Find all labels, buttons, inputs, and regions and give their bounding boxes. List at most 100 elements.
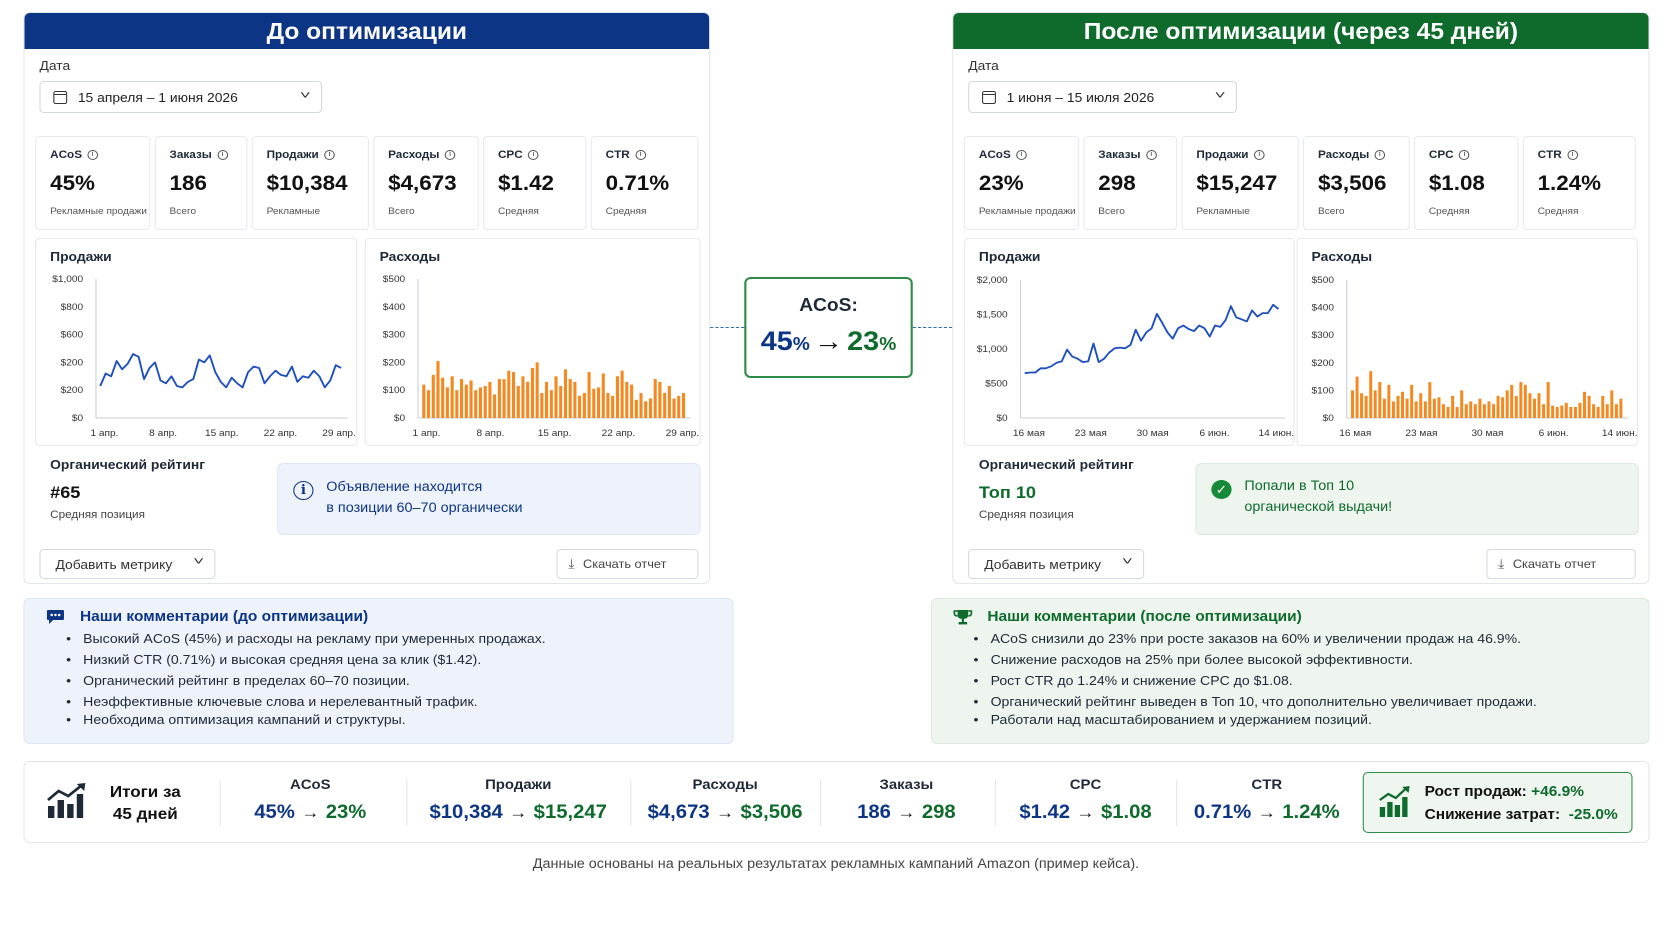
spend-bar bbox=[1391, 401, 1395, 418]
spend-bar bbox=[1473, 404, 1477, 418]
spend-bar bbox=[1432, 398, 1436, 418]
summary-col-spend: Расходы $4,673 → $3,506 bbox=[630, 776, 820, 824]
add-metric-button[interactable]: Добавить метрику ˅ bbox=[968, 549, 1145, 579]
growth-chart-icon bbox=[1379, 786, 1410, 817]
spend-bar bbox=[526, 381, 530, 418]
summary-title-line: 45 дней bbox=[112, 806, 178, 823]
spend-bar bbox=[1510, 384, 1514, 418]
spend-bar bbox=[1378, 382, 1382, 418]
info-icon[interactable]: i bbox=[1374, 150, 1386, 160]
spend-bar bbox=[474, 390, 478, 418]
before-date-select[interactable]: 15 апреля – 1 июня 2026 ˅ bbox=[39, 81, 323, 113]
kpi-sub: Всего bbox=[388, 206, 415, 217]
kpi-label: ACoS bbox=[978, 149, 1011, 161]
value-to: 298 bbox=[921, 802, 956, 823]
x-tick-label: 22 апр. bbox=[602, 428, 636, 439]
kpi-card-acos: ACoS i 23% Рекламные продажи bbox=[963, 136, 1080, 230]
spend-bar bbox=[1614, 404, 1618, 418]
trophy-icon bbox=[953, 610, 973, 625]
after-spend-chart: Расходы $500 $400 $300 $200 $100 $0 16 мая 23 м… bbox=[1296, 238, 1638, 446]
spend-bar bbox=[1478, 398, 1482, 418]
kpi-card-ctr: CTR i 0.71% Средняя bbox=[590, 136, 699, 230]
calendar-icon bbox=[982, 90, 996, 104]
info-icon[interactable]: i bbox=[444, 150, 456, 160]
after-date-label: Дата bbox=[968, 58, 999, 73]
arrow-right-icon: → bbox=[301, 803, 320, 822]
spend-bar bbox=[469, 380, 473, 418]
spend-bar bbox=[1441, 404, 1445, 418]
spend-bar bbox=[1373, 390, 1377, 418]
after-header: После оптимизации (через 45 дней) bbox=[953, 13, 1649, 49]
info-icon[interactable]: i bbox=[528, 150, 539, 160]
x-tick-label: 14 июн. bbox=[1259, 428, 1295, 439]
value-from: 186 bbox=[857, 802, 891, 823]
spend-bar bbox=[677, 395, 681, 418]
spend-bar bbox=[426, 390, 431, 418]
divider bbox=[406, 780, 408, 826]
arrow-right-icon: → bbox=[716, 803, 735, 822]
spend-bar bbox=[1487, 401, 1491, 418]
organic-title: Органический рейтинг bbox=[50, 457, 206, 472]
info-icon[interactable]: i bbox=[1145, 150, 1157, 160]
y-tick-label: $500 bbox=[383, 274, 406, 285]
spend-bar bbox=[1514, 395, 1518, 418]
after-date-select[interactable]: 1 июня – 15 июля 2026 ˅ bbox=[968, 81, 1237, 113]
summary-col-sales: Продажи $10,384 → $15,247 bbox=[406, 776, 630, 824]
calendar-icon bbox=[53, 90, 68, 104]
x-tick-label: 1 апр. bbox=[413, 428, 441, 439]
kpi-value: 45% bbox=[50, 172, 95, 195]
add-metric-button[interactable]: Добавить метрику ˅ bbox=[39, 549, 216, 579]
notice-line: Попали в Топ 10 bbox=[1244, 478, 1355, 493]
y-tick-label: $1,000 bbox=[52, 274, 83, 285]
spend-bar bbox=[441, 377, 445, 418]
kpi-value: 23% bbox=[978, 172, 1024, 195]
spend-bar bbox=[554, 376, 558, 418]
y-tick-label: $0 bbox=[996, 413, 1008, 424]
spend-bar bbox=[549, 390, 553, 418]
spend-bar bbox=[1410, 384, 1414, 418]
spend-bar bbox=[1601, 395, 1605, 418]
download-report-button[interactable]: ⤓ Скачать отчет bbox=[1486, 549, 1636, 579]
info-icon[interactable]: i bbox=[1458, 150, 1470, 160]
x-tick-label: 30 мая bbox=[1471, 428, 1503, 439]
before-panel: До оптимизации Дата 15 апреля – 1 июня 2… bbox=[23, 12, 711, 584]
before-sales-chart: Продажи $1,000 $800 $600 $200 $200 $0 1 апр. 8 … bbox=[35, 238, 358, 446]
chevron-down-icon: ˅ bbox=[299, 90, 311, 102]
acos-badge-label: ACoS: bbox=[799, 295, 858, 315]
spend-bar bbox=[672, 398, 676, 418]
download-icon: ⤓ bbox=[1498, 556, 1505, 571]
growth-value: +46.9% bbox=[1531, 784, 1584, 800]
spend-bar bbox=[606, 393, 610, 418]
info-icon[interactable]: i bbox=[635, 150, 646, 160]
x-tick-label: 16 мая bbox=[1013, 428, 1045, 439]
spend-bar bbox=[1492, 404, 1496, 418]
spend-bar bbox=[1387, 384, 1391, 418]
unit: % bbox=[792, 334, 810, 354]
info-icon[interactable]: i bbox=[324, 150, 335, 160]
spend-bar bbox=[502, 379, 506, 418]
download-report-button[interactable]: ⤓ Скачать отчет bbox=[556, 549, 699, 579]
info-icon[interactable]: i bbox=[87, 150, 99, 160]
info-icon[interactable]: i bbox=[1253, 150, 1265, 160]
spend-bar bbox=[1405, 398, 1409, 418]
kpi-sub: Средняя bbox=[497, 206, 539, 217]
info-icon[interactable]: i bbox=[1567, 150, 1578, 160]
spend-bar bbox=[563, 369, 568, 418]
kpi-card-spend: Расходы i $3,506 Всего bbox=[1303, 136, 1410, 230]
spend-bar bbox=[488, 381, 492, 418]
info-icon[interactable]: i bbox=[1016, 150, 1027, 160]
spend-bar bbox=[1369, 371, 1373, 418]
info-icon[interactable]: i bbox=[217, 150, 228, 160]
divider bbox=[994, 780, 996, 826]
list-item: Органический рейтинг в пределах 60–70 по… bbox=[66, 672, 732, 690]
spend-bar bbox=[464, 384, 468, 418]
kpi-value: 0.71% bbox=[605, 172, 670, 195]
spend-bar bbox=[530, 368, 535, 418]
spend-bar bbox=[648, 398, 653, 418]
chart-title: Продажи bbox=[50, 249, 112, 264]
y-tick-label: $800 bbox=[61, 302, 84, 313]
spend-bar bbox=[540, 393, 544, 418]
chevron-down-icon: ˅ bbox=[192, 556, 204, 568]
spend-bar bbox=[516, 386, 520, 418]
kpi-label: Продажи bbox=[1196, 149, 1249, 161]
